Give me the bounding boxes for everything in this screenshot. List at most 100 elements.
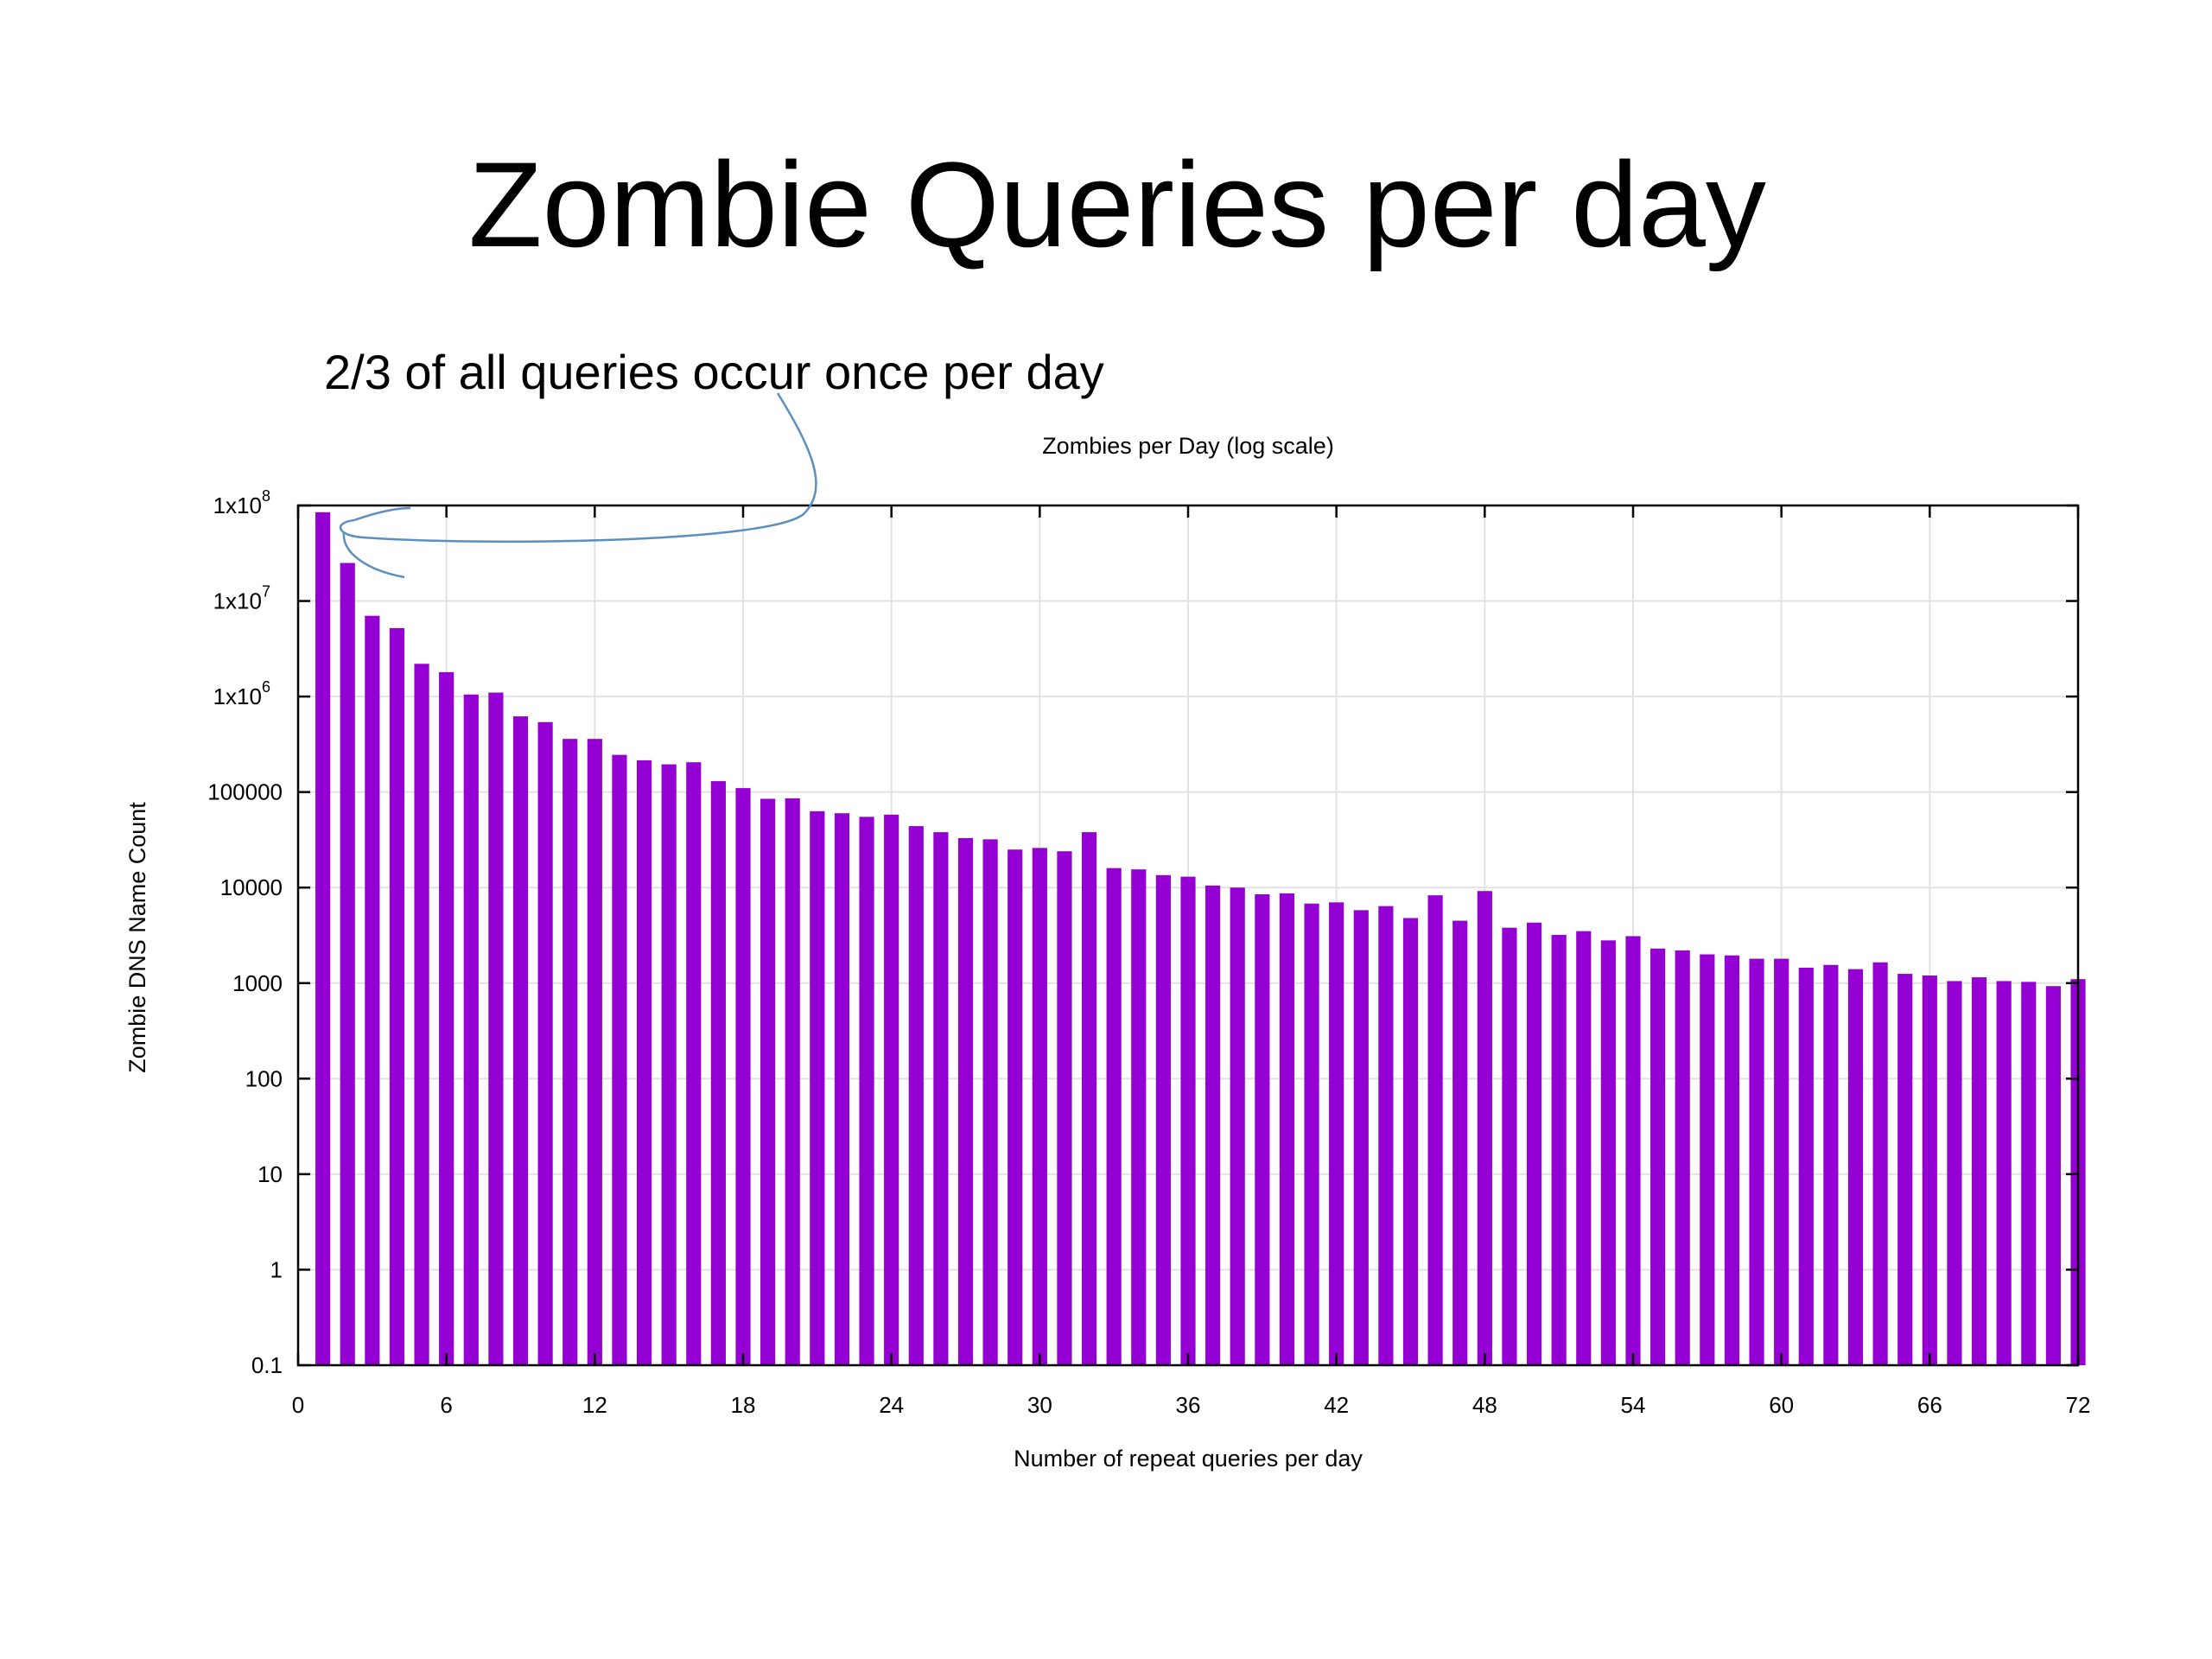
bar bbox=[1947, 981, 1962, 1365]
x-tick-label: 60 bbox=[1769, 1392, 1794, 1418]
bar bbox=[563, 739, 578, 1365]
bar bbox=[439, 671, 454, 1365]
bar bbox=[365, 615, 380, 1365]
bar bbox=[884, 814, 899, 1365]
bar bbox=[735, 788, 751, 1365]
y-tick-label: 1x108 bbox=[213, 487, 270, 518]
bar bbox=[785, 798, 800, 1365]
bar bbox=[1007, 849, 1023, 1365]
bar bbox=[834, 813, 850, 1365]
y-tick-label: 100000 bbox=[207, 779, 283, 805]
y-tick-label: 1x107 bbox=[213, 583, 270, 614]
y-tick-label: 1000 bbox=[232, 970, 283, 996]
bar bbox=[1477, 891, 1492, 1365]
bar bbox=[982, 839, 998, 1365]
bar bbox=[1304, 903, 1319, 1365]
bar bbox=[1600, 940, 1616, 1365]
bar bbox=[1971, 977, 1987, 1365]
x-axis-label: Number of repeat queries per day bbox=[1014, 1446, 1363, 1471]
bar bbox=[537, 721, 553, 1365]
bar bbox=[1922, 976, 1937, 1365]
bar bbox=[1427, 895, 1443, 1365]
bar bbox=[1526, 922, 1542, 1365]
bar bbox=[686, 762, 702, 1365]
bar bbox=[1205, 885, 1221, 1365]
y-tick-label: 100 bbox=[245, 1065, 283, 1091]
bar bbox=[1700, 954, 1715, 1365]
bar bbox=[1452, 920, 1468, 1365]
bar bbox=[1353, 910, 1369, 1365]
bar bbox=[463, 694, 479, 1365]
bar bbox=[1155, 874, 1171, 1365]
x-tick-label: 54 bbox=[1621, 1392, 1646, 1418]
annotation-arrowhead-lower bbox=[342, 531, 405, 579]
bar bbox=[1724, 955, 1740, 1365]
x-tick-label: 0 bbox=[292, 1392, 304, 1418]
bar bbox=[340, 563, 355, 1365]
bar bbox=[810, 810, 825, 1365]
x-tick-label: 66 bbox=[1917, 1392, 1942, 1418]
bar bbox=[1081, 832, 1097, 1365]
x-tick-label: 36 bbox=[1176, 1392, 1201, 1418]
bar bbox=[1576, 931, 1592, 1365]
x-tick-label: 48 bbox=[1472, 1392, 1497, 1418]
annotation-arrow bbox=[339, 392, 817, 579]
x-tick-label: 24 bbox=[879, 1392, 904, 1418]
x-tick-labels: 0 6 12 18 24 30 36 42 48 54 60 66 72 bbox=[292, 1392, 2091, 1418]
y-tick-label: 0.1 bbox=[251, 1352, 283, 1378]
bar bbox=[957, 837, 974, 1365]
bar bbox=[1057, 851, 1072, 1365]
bar bbox=[908, 826, 924, 1365]
bar bbox=[1230, 887, 1245, 1365]
bar bbox=[612, 754, 627, 1365]
x-tick-label: 12 bbox=[582, 1392, 607, 1418]
y-tick-label: 10 bbox=[257, 1161, 283, 1187]
bar bbox=[760, 798, 776, 1365]
bar bbox=[1749, 958, 1764, 1365]
bar bbox=[2045, 986, 2061, 1365]
bar bbox=[1032, 848, 1047, 1365]
bar bbox=[1823, 964, 1839, 1365]
annotation-arrow-curve bbox=[339, 392, 817, 543]
y-tick-labels: 0.1 1 10 100 1000 10000 100000 1x106 1x107 1x108 bbox=[207, 487, 283, 1378]
slide-title: Zombie Queries per day bbox=[468, 137, 1766, 272]
x-tick-label: 30 bbox=[1027, 1392, 1052, 1418]
bar bbox=[1798, 967, 1814, 1365]
bar bbox=[1180, 876, 1196, 1365]
x-tick-label: 42 bbox=[1324, 1392, 1349, 1418]
bar bbox=[587, 739, 602, 1365]
bar bbox=[1378, 906, 1394, 1365]
annotation-text: 2/3 of all queries occur once per day bbox=[324, 345, 1104, 399]
bar bbox=[1996, 981, 2012, 1365]
bar bbox=[512, 716, 529, 1365]
bars bbox=[315, 512, 2086, 1365]
bar bbox=[1650, 948, 1666, 1365]
bar bbox=[710, 781, 726, 1365]
bar bbox=[1502, 927, 1517, 1365]
bar bbox=[1402, 918, 1419, 1365]
bar bbox=[661, 764, 677, 1365]
y-tick-label: 1 bbox=[270, 1256, 283, 1282]
chart-title: Zombies per Day (log scale) bbox=[1042, 433, 1334, 459]
bar bbox=[1329, 902, 1344, 1365]
bar bbox=[389, 627, 405, 1365]
axes bbox=[296, 504, 2080, 1367]
bar bbox=[1625, 936, 1641, 1365]
bar bbox=[2021, 982, 2037, 1365]
bar bbox=[414, 664, 429, 1365]
annotation-arrowhead-upper bbox=[353, 506, 411, 522]
bar bbox=[1675, 950, 1690, 1365]
bar bbox=[1279, 893, 1295, 1365]
bar bbox=[1897, 974, 1913, 1365]
bar bbox=[636, 760, 652, 1365]
bar bbox=[933, 832, 949, 1365]
y-tick-label: 1x106 bbox=[213, 678, 270, 709]
y-axis-label: Zombie DNS Name Count bbox=[124, 802, 150, 1073]
x-tick-label: 72 bbox=[2066, 1392, 2091, 1418]
bar bbox=[1847, 969, 1864, 1365]
bar bbox=[1106, 868, 1122, 1365]
x-tick-label: 18 bbox=[731, 1392, 756, 1418]
bar bbox=[488, 692, 504, 1365]
bar bbox=[1255, 894, 1270, 1365]
